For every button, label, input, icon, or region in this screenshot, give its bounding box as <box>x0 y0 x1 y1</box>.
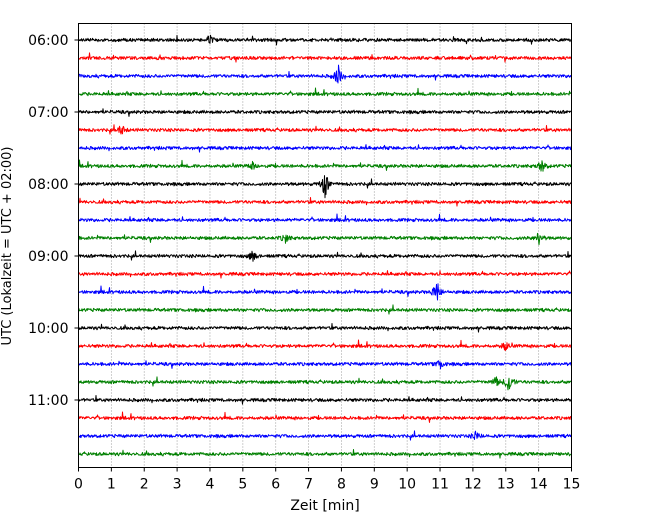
seismic-trace <box>78 87 572 97</box>
seismic-trace <box>78 34 572 46</box>
seismic-trace <box>78 144 572 153</box>
seismic-trace <box>78 159 572 172</box>
seismic-trace <box>78 213 572 223</box>
seismic-trace <box>78 197 572 207</box>
x-tick-label: 4 <box>206 477 215 493</box>
seismic-trace <box>78 339 572 351</box>
x-tick-label: 13 <box>497 477 515 493</box>
seismic-trace <box>78 430 572 441</box>
y-tick-label: 07:00 <box>28 105 68 121</box>
x-tick-label: 12 <box>464 477 482 493</box>
seismic-trace <box>78 270 572 279</box>
y-tick-label: 09:00 <box>28 249 68 265</box>
x-tick-label: 2 <box>140 477 149 493</box>
traces <box>78 34 572 459</box>
x-tick-label: 3 <box>173 477 182 493</box>
x-axis-label: Zeit [min] <box>290 498 359 514</box>
x-tick-label: 6 <box>271 477 280 493</box>
grid-lines <box>110 23 540 468</box>
seismic-trace <box>78 449 572 459</box>
y-axis-label: UTC (Lokalzeit = UTC + 02:00) <box>0 147 15 346</box>
x-tick-label: 14 <box>530 477 548 493</box>
x-axis-ticks: 0 1 2 3 4 5 6 7 8 9 10 11 12 13 14 15 <box>74 467 581 493</box>
seismic-trace <box>78 175 572 199</box>
y-tick-label: 08:00 <box>28 177 68 193</box>
seismic-trace <box>78 64 572 84</box>
x-tick-label: 9 <box>370 477 379 493</box>
y-tick-label: 06:00 <box>28 33 68 49</box>
seismic-trace <box>78 376 572 391</box>
x-tick-label: 8 <box>337 477 346 493</box>
seismic-trace <box>78 108 572 117</box>
y-tick-label: 11:00 <box>28 393 68 409</box>
seismic-trace <box>78 360 572 370</box>
seismic-trace <box>78 250 572 262</box>
y-axis-ticks: 06:00 07:00 08:00 09:00 10:00 11:00 <box>28 33 79 409</box>
x-tick-label: 10 <box>398 477 416 493</box>
x-tick-label: 0 <box>74 477 83 493</box>
seismic-trace <box>78 395 572 405</box>
x-tick-label: 15 <box>563 477 581 493</box>
x-tick-label: 1 <box>107 477 116 493</box>
seismic-trace <box>78 323 572 333</box>
seismic-trace <box>78 232 572 246</box>
x-tick-label: 5 <box>238 477 247 493</box>
y-tick-label: 10:00 <box>28 321 68 337</box>
x-tick-label: 7 <box>304 477 313 493</box>
seismic-trace <box>78 411 572 423</box>
seismic-trace <box>78 52 572 63</box>
plot-frame <box>78 23 572 468</box>
seismic-trace <box>78 124 572 135</box>
seismic-trace <box>78 304 572 315</box>
seismic-trace <box>78 283 572 301</box>
x-tick-label: 11 <box>431 477 449 493</box>
